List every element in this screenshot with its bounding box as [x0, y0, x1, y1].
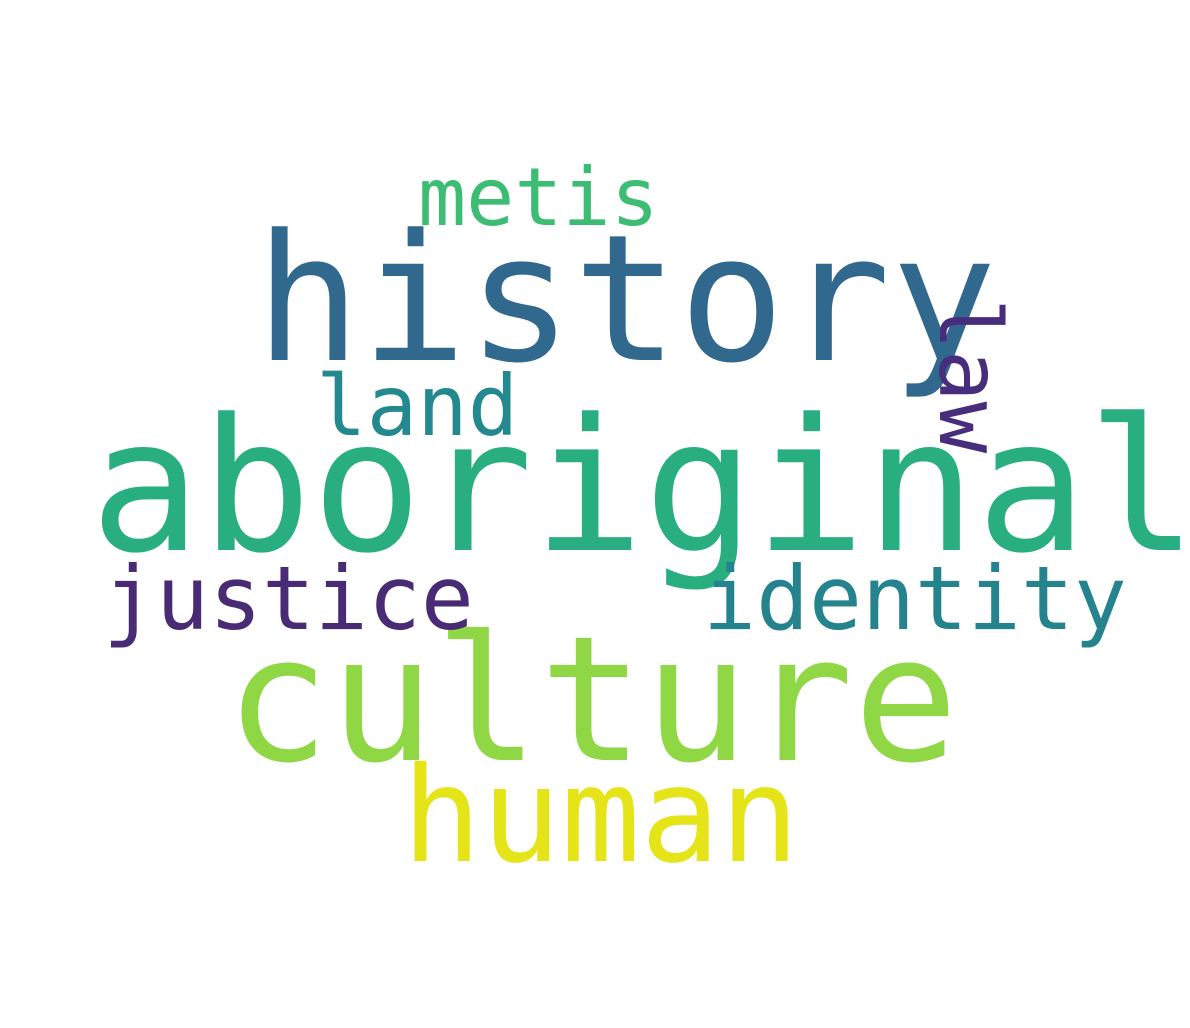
word-land: land — [316, 357, 519, 455]
word-aboriginal: aboriginal — [90, 380, 1190, 594]
word-history: history — [255, 197, 997, 402]
word-identity: identity — [703, 547, 1127, 650]
word-culture: culture — [225, 599, 959, 802]
word-metis: metis — [418, 151, 659, 244]
word-justice: justice — [103, 547, 474, 650]
word-human: human — [402, 739, 800, 893]
word-law: law — [919, 298, 1019, 454]
